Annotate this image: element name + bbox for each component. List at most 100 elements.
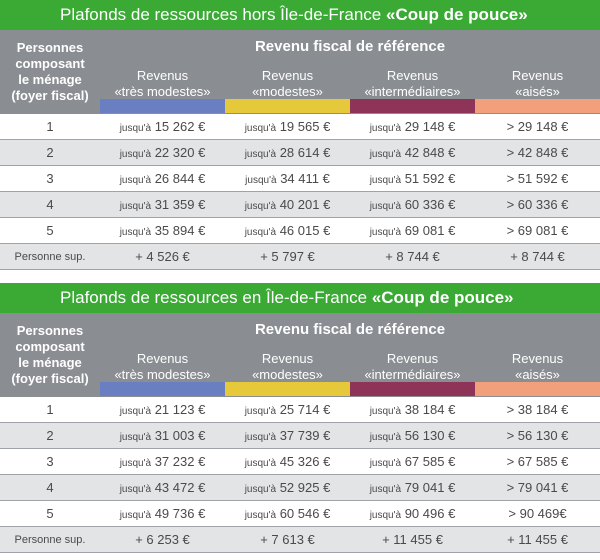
- revenu-fiscal-header: Revenu fiscal de référence: [254, 38, 446, 55]
- value: 21 123 €: [154, 402, 206, 417]
- swatch-aises: [475, 382, 600, 396]
- value-aises: > 29 148 €: [506, 119, 569, 134]
- value-tres-modestes: jusqu'à 37 232 €: [100, 454, 225, 469]
- jusqua-label: jusqu'à: [244, 432, 277, 443]
- value-tres-modestes: + 4 526 €: [135, 249, 190, 264]
- value-intermediaires: jusqu'à 69 081 €: [350, 223, 475, 238]
- value: 29 148 €: [404, 119, 456, 134]
- jusqua-label: jusqu'à: [244, 406, 277, 417]
- swatch-intermediaires: [350, 99, 475, 113]
- section-ile-de-france: Plafonds de ressources en Île-de-France …: [0, 283, 600, 553]
- category-intermediaires: Revenus «intermédiaires»: [364, 351, 461, 382]
- table-row-personne-sup: Personne sup. + 4 526 € + 5 797 € + 8 74…: [0, 244, 600, 270]
- value-tres-modestes: jusqu'à 31 003 €: [100, 428, 225, 443]
- swatch-tres-modestes: [100, 382, 225, 396]
- section-title: Plafonds de ressources en Île-de-France …: [0, 283, 600, 313]
- value: 19 565 €: [279, 119, 331, 134]
- table-row: 4 jusqu'à 31 359 € jusqu'à 40 201 € jusq…: [0, 192, 600, 218]
- jusqua-label: jusqu'à: [244, 149, 277, 160]
- personne-sup-label: Personne sup.: [14, 250, 86, 263]
- table-row: 3 jusqu'à 26 844 € jusqu'à 34 411 € jusq…: [0, 166, 600, 192]
- value: 49 736 €: [154, 506, 206, 521]
- value-modestes: + 5 797 €: [260, 249, 315, 264]
- swatch-tres-modestes: [100, 99, 225, 113]
- value: 60 546 €: [279, 506, 331, 521]
- value-intermediaires: jusqu'à 60 336 €: [350, 197, 475, 212]
- jusqua-label: jusqu'à: [369, 201, 402, 212]
- value-aises: > 69 081 €: [506, 223, 569, 238]
- value-intermediaires: jusqu'à 67 585 €: [350, 454, 475, 469]
- table-row: 2 jusqu'à 22 320 € jusqu'à 28 614 € jusq…: [0, 140, 600, 166]
- value-aises: > 90 469€: [508, 506, 567, 521]
- value-tres-modestes: jusqu'à 26 844 €: [100, 171, 225, 186]
- value-tres-modestes: jusqu'à 49 736 €: [100, 506, 225, 521]
- value-tres-modestes: jusqu'à 31 359 €: [100, 197, 225, 212]
- value-modestes: jusqu'à 28 614 €: [225, 145, 350, 160]
- value: 34 411 €: [280, 171, 330, 186]
- persons-count: 1: [46, 119, 54, 134]
- value: 56 130 €: [404, 428, 456, 443]
- jusqua-label: jusqu'à: [244, 458, 277, 469]
- value: 51 592 €: [404, 171, 456, 186]
- value-intermediaires: jusqu'à 38 184 €: [350, 402, 475, 417]
- jusqua-label: jusqu'à: [119, 432, 152, 443]
- jusqua-label: jusqu'à: [244, 510, 277, 521]
- value-intermediaires: + 11 455 €: [382, 532, 443, 547]
- persons-count: 4: [46, 480, 54, 495]
- persons-count: 3: [46, 171, 54, 186]
- value-aises: > 56 130 €: [506, 428, 569, 443]
- category-modestes: Revenus «modestes»: [252, 351, 323, 382]
- value: 37 739 €: [279, 428, 331, 443]
- value-tres-modestes: jusqu'à 35 894 €: [100, 223, 225, 238]
- swatch-modestes: [225, 382, 350, 396]
- swatch-modestes: [225, 99, 350, 113]
- jusqua-label: jusqu'à: [119, 123, 152, 134]
- persons-header: Personnes composant le ménage (foyer fis…: [11, 323, 89, 386]
- value: 43 472 €: [154, 480, 206, 495]
- section-hors-ile-de-france: Plafonds de ressources hors Île-de-Franc…: [0, 0, 600, 270]
- table-row: 5 jusqu'à 49 736 € jusqu'à 60 546 € jusq…: [0, 501, 600, 527]
- category-modestes: Revenus «modestes»: [252, 68, 323, 99]
- value: 69 081 €: [404, 223, 456, 238]
- value: 35 894 €: [154, 223, 206, 238]
- value: 37 232 €: [154, 454, 206, 469]
- jusqua-label: jusqu'à: [369, 123, 402, 134]
- value-intermediaires: jusqu'à 56 130 €: [350, 428, 475, 443]
- category-tres-modestes: Revenus «très modestes»: [114, 351, 211, 382]
- value: 31 359 €: [154, 197, 206, 212]
- value-intermediaires: jusqu'à 51 592 €: [350, 171, 475, 186]
- section-title-emphasis: «Coup de pouce»: [386, 5, 528, 24]
- value: 40 201 €: [279, 197, 331, 212]
- jusqua-label: jusqu'à: [369, 149, 402, 160]
- value: 26 844 €: [154, 171, 206, 186]
- table-body: 1 jusqu'à 21 123 € jusqu'à 25 714 € jusq…: [0, 397, 600, 553]
- persons-count: 2: [46, 145, 54, 160]
- jusqua-label: jusqu'à: [119, 149, 152, 160]
- value-intermediaires: jusqu'à 42 848 €: [350, 145, 475, 160]
- value-intermediaires: jusqu'à 90 496 €: [350, 506, 475, 521]
- table-body: 1 jusqu'à 15 262 € jusqu'à 19 565 € jusq…: [0, 114, 600, 270]
- jusqua-label: jusqu'à: [245, 175, 277, 186]
- persons-count: 4: [46, 197, 54, 212]
- category-intermediaires: Revenus «intermédiaires»: [364, 68, 461, 99]
- jusqua-label: jusqu'à: [369, 432, 402, 443]
- category-tres-modestes: Revenus «très modestes»: [114, 68, 211, 99]
- value-intermediaires: jusqu'à 29 148 €: [350, 119, 475, 134]
- jusqua-label: jusqu'à: [119, 406, 152, 417]
- section-title-emphasis: «Coup de pouce»: [371, 288, 514, 307]
- value-modestes: jusqu'à 25 714 €: [225, 402, 350, 417]
- table-row: 4 jusqu'à 43 472 € jusqu'à 52 925 € jusq…: [0, 475, 600, 501]
- category-aises: Revenus «aisés»: [511, 351, 564, 382]
- swatch-intermediaires: [350, 382, 475, 396]
- value-aises: > 38 184 €: [506, 402, 569, 417]
- value-modestes: jusqu'à 52 925 €: [225, 480, 350, 495]
- jusqua-label: jusqu'à: [369, 406, 402, 417]
- persons-count: 2: [46, 428, 54, 443]
- value-aises: + 8 744 €: [510, 249, 565, 264]
- persons-count: 1: [46, 402, 54, 417]
- personne-sup-label: Personne sup.: [14, 533, 86, 546]
- jusqua-label: jusqu'à: [119, 227, 152, 238]
- persons-count: 5: [46, 506, 54, 521]
- value-modestes: jusqu'à 45 326 €: [225, 454, 350, 469]
- table-row: 1 jusqu'à 21 123 € jusqu'à 25 714 € jusq…: [0, 397, 600, 423]
